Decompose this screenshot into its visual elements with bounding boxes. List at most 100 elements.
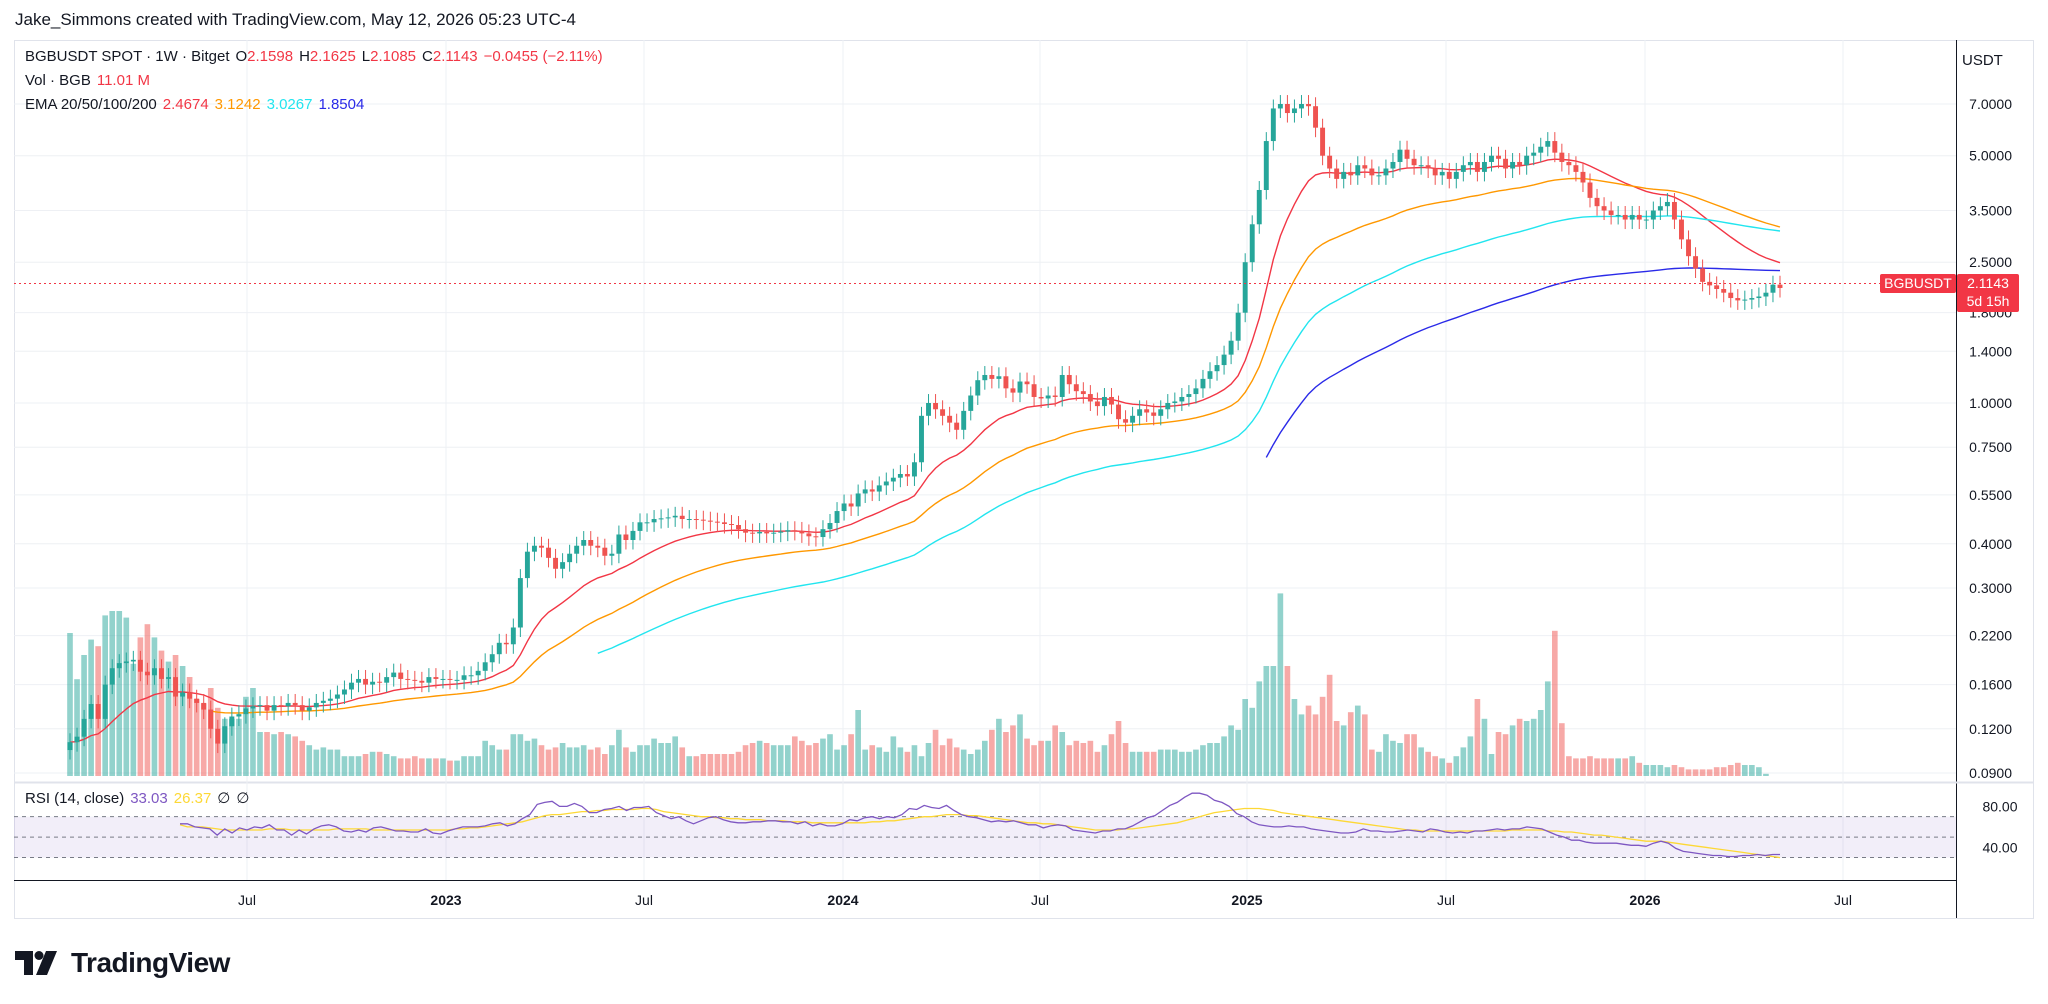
volume-bar	[1066, 745, 1073, 776]
candle-body	[1207, 371, 1213, 379]
volume-bar	[996, 718, 1002, 776]
candle-body	[1489, 155, 1494, 162]
candle-body	[1552, 141, 1558, 153]
time-tick-label: 2026	[1629, 892, 1660, 908]
grid-lines	[14, 40, 1956, 880]
candle-body	[560, 562, 566, 569]
volume-bar	[960, 749, 967, 776]
volume-bar	[1523, 721, 1530, 776]
candle-body	[820, 529, 826, 538]
rsi-lines	[179, 792, 1781, 859]
volume-bar	[609, 745, 615, 776]
candle-body	[813, 536, 819, 538]
volume-bar	[412, 756, 418, 776]
candle-body	[1404, 149, 1410, 159]
volume-bar	[369, 751, 376, 776]
candle-body	[130, 659, 136, 662]
volume-bar	[116, 611, 123, 776]
volume-bar	[320, 747, 327, 776]
volume-bar	[531, 738, 538, 776]
volume-bar	[1143, 751, 1150, 776]
volume-bar	[285, 734, 291, 776]
legend-ema100: 3.0267	[266, 96, 313, 113]
candle-body	[1566, 161, 1572, 166]
candle-body	[1517, 161, 1523, 166]
volume-bar	[383, 754, 390, 776]
candle-body	[454, 679, 460, 681]
candle-body	[933, 403, 939, 410]
volume-bar	[327, 749, 334, 776]
currency-label[interactable]: USDT	[1962, 52, 2003, 69]
volume-bar	[250, 688, 256, 776]
legend-ema50: 3.1242	[214, 96, 261, 113]
legend-volume-label[interactable]: Vol · BGB	[25, 72, 91, 89]
candle-body	[658, 518, 664, 520]
candle-body	[700, 519, 706, 521]
candle-body	[841, 503, 847, 512]
volume-bar	[1573, 758, 1579, 776]
candle-body	[799, 530, 805, 534]
candle-body	[771, 532, 777, 534]
price-tick-label: 0.4000	[1969, 536, 2012, 552]
volume-bar	[1326, 674, 1333, 776]
legend-ema-label[interactable]: EMA 20/50/100/200	[25, 96, 157, 113]
candle-body	[1467, 161, 1473, 166]
legend-symbol[interactable]: BGBUSDT SPOT · 1W · Bitget	[25, 48, 230, 65]
candle-body	[433, 677, 439, 679]
price-tick-label: 0.1200	[1969, 721, 2012, 737]
legend-rsi-label[interactable]: RSI (14, close)	[25, 790, 125, 807]
volume-bar	[510, 734, 517, 776]
candle-body	[1376, 175, 1382, 177]
volume-bar	[630, 751, 636, 776]
volume-bar	[1756, 767, 1762, 776]
rsi-background	[14, 816, 1956, 859]
volume-bar	[440, 758, 446, 776]
volume-bar	[1080, 743, 1087, 776]
volume-bar	[1474, 699, 1481, 776]
volume-bar	[602, 754, 608, 776]
candle-body	[996, 376, 1002, 379]
rsi-tick-label: 40.00	[1982, 839, 2017, 855]
candle-body	[1010, 388, 1016, 393]
volume-bar	[1249, 707, 1256, 776]
volume-bar	[1622, 758, 1628, 776]
candle-body	[1320, 127, 1326, 156]
volume-bar	[1333, 721, 1340, 776]
volume-bar	[1087, 740, 1094, 776]
volume-bar	[1164, 749, 1171, 776]
volume-bar	[1052, 725, 1058, 776]
volume-bar	[243, 696, 249, 776]
candle-body	[926, 403, 931, 416]
candle-body	[1334, 168, 1340, 179]
volume-bar	[1003, 732, 1009, 776]
chart-border	[14, 40, 2034, 919]
candle-body	[609, 553, 615, 556]
candle-body	[236, 714, 242, 717]
volume-bar	[679, 747, 686, 776]
candle-body	[74, 736, 80, 743]
candle-body	[989, 374, 995, 379]
volume-bar	[1256, 681, 1263, 776]
price-tick-label: 5.0000	[1969, 148, 2012, 164]
candle-body	[320, 700, 326, 703]
volume-bar	[1418, 747, 1424, 776]
candle-body	[785, 530, 791, 532]
tradingview-logo[interactable]: TradingView	[15, 945, 230, 981]
volume-bar	[271, 734, 277, 776]
volume-bar	[1509, 725, 1516, 776]
volume-bar	[1200, 745, 1206, 776]
volume-bar	[827, 734, 833, 776]
candle-body	[1228, 340, 1234, 355]
price-tick-label: 1.0000	[1969, 395, 2012, 411]
price-axis: 7.00005.00003.50002.50001.80001.40001.00…	[1969, 96, 2018, 855]
volume-bar	[158, 650, 165, 776]
volume-bar	[869, 745, 876, 776]
volume-bar	[299, 740, 306, 776]
volume-bar	[1763, 773, 1769, 776]
volume-bar	[855, 710, 861, 776]
candle-body	[721, 522, 727, 525]
volume-bar	[433, 758, 439, 776]
candle-body	[1277, 104, 1283, 109]
candle-body	[644, 522, 650, 524]
